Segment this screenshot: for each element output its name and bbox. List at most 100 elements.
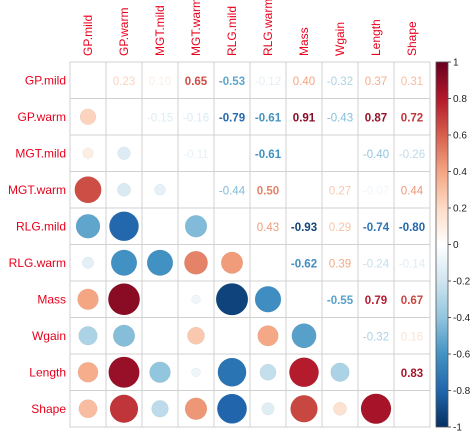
correlation-circle [82,256,94,269]
column-label-mass: Mass [297,27,311,56]
colorbar-tick-label: 1 [453,58,459,69]
column-label-mgt-warm: MGT.warm [189,0,203,56]
coefficient-label: -0.55 [327,295,354,307]
correlation-circle [330,362,350,382]
column-label-rlg-mild: RLG.mild [225,6,239,56]
coefficient-label: -0.11 [183,149,208,161]
correlation-circle [215,283,249,316]
correlation-circle [360,393,392,425]
correlation-circle [154,184,166,196]
correlation-circle [220,251,244,274]
colorbar [435,61,449,428]
row-label-mgt-warm: MGT.warm [8,183,66,197]
correlation-circle [184,215,208,238]
coefficient-label: 0.29 [329,222,351,234]
coefficient-label: -0.32 [327,76,353,88]
correlation-circle [217,357,247,387]
correlation-circle [184,250,208,275]
coefficient-label: 0.40 [293,76,315,88]
correlation-circle [78,326,98,346]
correlation-circle [291,323,317,349]
coefficient-label: -0.07 [363,185,389,197]
coefficient-label: -0.53 [219,76,245,88]
coefficient-label: 0.39 [329,258,351,270]
coefficient-label: 0.44 [401,185,424,197]
correlation-circle [117,146,131,160]
column-label-wgain: Wgain [333,22,347,56]
row-label-gp-warm: GP.warm [18,110,66,124]
coefficient-label: -0.44 [219,185,246,197]
colorbar-tick-label: -0.2 [453,277,471,288]
correlation-circle [77,288,99,310]
coefficient-label: -0.61 [255,149,282,161]
coefficient-label: 0.87 [365,112,387,124]
coefficient-label: 0.50 [257,185,279,197]
correlation-circle [112,324,136,347]
coefficient-label: 0.43 [257,222,279,234]
coefficient-label: -0.93 [291,222,317,234]
coefficient-label: -0.32 [363,331,389,343]
column-label-shape: Shape [405,21,419,56]
correlation-circle [151,400,169,418]
coefficient-label: -0.12 [255,76,281,88]
coefficient-label: -0.24 [363,258,390,270]
coefficient-label: -0.43 [327,112,353,124]
coefficient-label: -0.14 [399,258,426,270]
coefficient-label: 0.67 [401,295,423,307]
correlation-circle [78,399,98,419]
column-label-mgt-mild: MGT.mild [153,5,167,56]
colorbar-tick-label: 0.6 [453,131,467,142]
correlation-circle [187,326,205,345]
row-label-mgt-mild: MGT.mild [15,146,66,160]
correlation-circle [146,249,174,276]
correlation-circle [184,397,208,420]
coefficient-label: 0.16 [401,331,423,343]
column-label-gp-mild: GP.mild [81,15,95,56]
coefficient-label: 0.72 [401,112,423,124]
coefficient-label: 0.23 [113,76,135,88]
correlation-circle [216,393,248,424]
correlation-circle [149,361,171,383]
correlation-circle [74,176,102,204]
correlation-circle [110,249,138,276]
coefficient-label: -0.15 [147,112,173,124]
correlation-circle [108,283,140,316]
coefficient-label: 0.83 [401,368,423,380]
colorbar-tick-label: 0.4 [453,167,467,178]
row-label-rlg-warm: RLG.warm [9,256,66,270]
row-label-shape: Shape [31,402,66,416]
coefficient-label: -0.61 [255,112,282,124]
coefficient-label: -0.16 [183,112,209,124]
correlation-circle [117,182,131,197]
correlation-circle [75,213,101,239]
correlation-circle [257,325,279,347]
correlation-circle [259,363,277,381]
correlation-circle [77,361,99,383]
colorbar-tick-label: 0.2 [453,204,467,215]
correlation-circle [261,402,275,416]
correlation-circle [290,394,318,423]
correlation-circle [109,211,139,242]
coefficient-label: 0.91 [293,112,316,124]
coefficient-label: 0.65 [185,76,208,88]
coefficient-label: -0.26 [399,149,425,161]
row-label-mass: Mass [37,292,66,306]
coefficient-label: 0.37 [365,76,387,88]
column-label-gp-warm: GP.warm [117,8,131,56]
column-label-rlg-warm: RLG.warm [261,0,275,56]
coefficient-label: -0.79 [219,112,245,124]
column-label-length: Length [369,19,383,56]
colorbar-tick-label: -0.8 [453,386,471,397]
row-label-wgain: Wgain [32,329,66,343]
coefficient-label: 0.31 [401,76,423,88]
coefficient-label: -0.40 [363,149,389,161]
correlation-circle [333,401,347,416]
row-label-gp-mild: GP.mild [25,73,66,87]
row-label-rlg-mild: RLG.mild [16,219,66,233]
colorbar-tick-label: -0.6 [453,350,471,361]
correlation-circle [79,108,97,125]
correlation-circle [289,357,319,388]
correlation-circle [191,294,201,304]
